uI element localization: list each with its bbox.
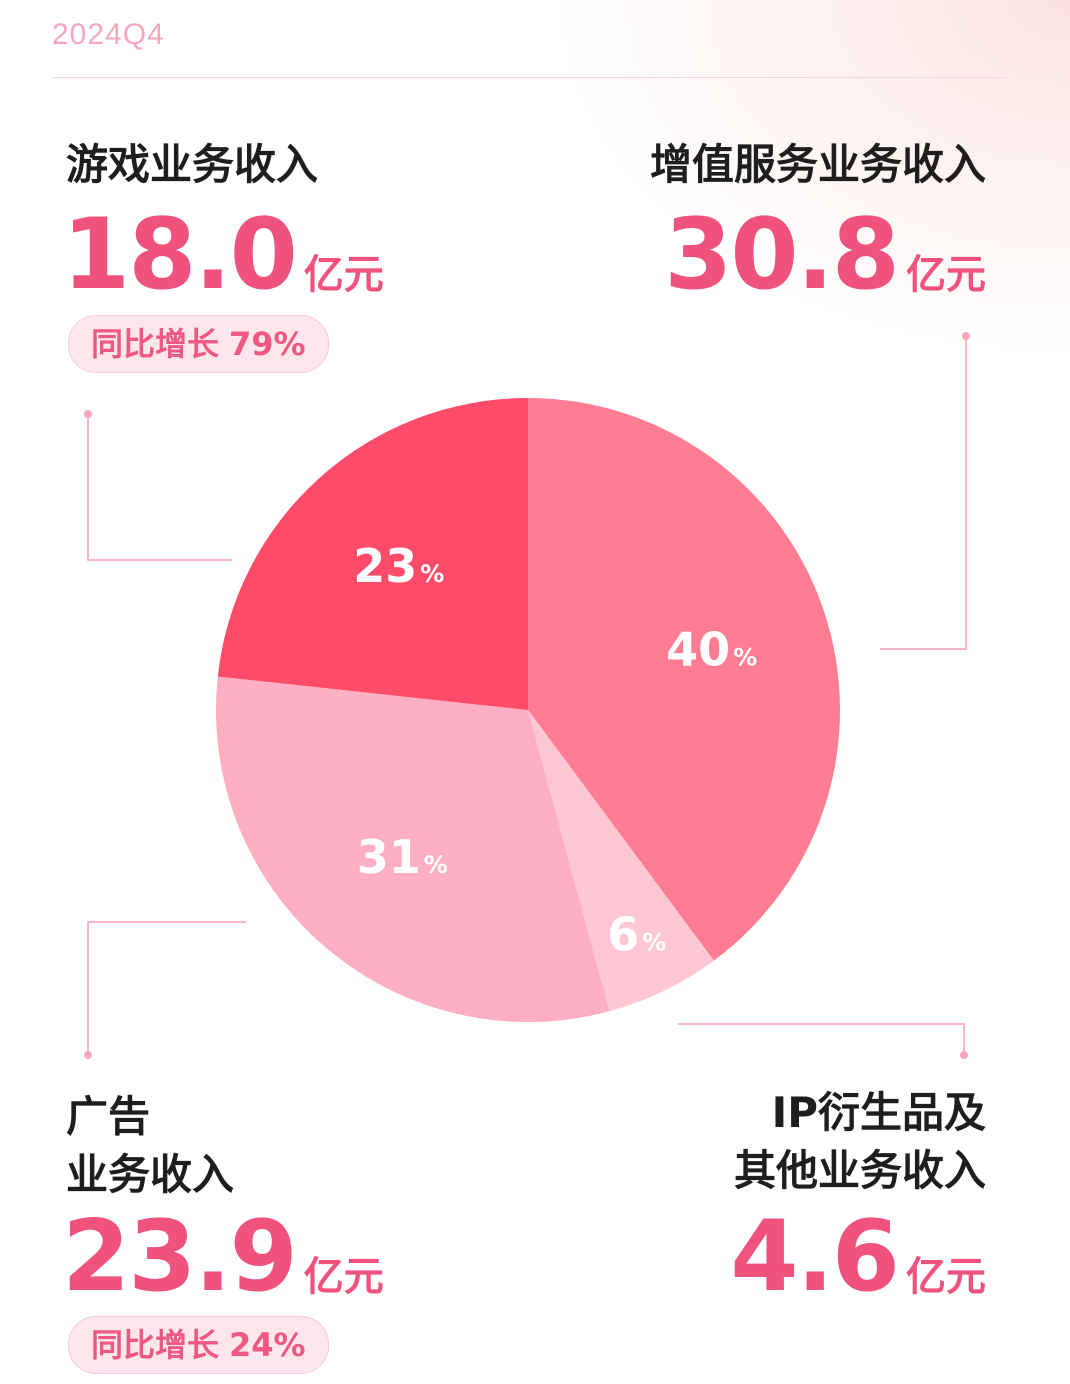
leader-line-games (87, 414, 232, 561)
leader-dot-vas (962, 332, 970, 340)
ip-label: IP衍生品及 其他业务收入 (734, 1084, 986, 1200)
leader-line-ads (87, 921, 246, 1055)
pie-label-ads: 31% (357, 830, 448, 884)
games-revenue-value: 18.0 (62, 198, 298, 312)
pie-slice-vas (528, 398, 840, 961)
games-revenue-unit: 亿元 (303, 252, 384, 298)
pie-slice-games (217, 398, 528, 710)
ads-revenue-value: 23.9 (62, 1200, 298, 1314)
pie-label-games: 23% (353, 539, 444, 593)
vas-revenue: 30.8 亿元 (664, 198, 986, 312)
period-label: 2024Q4 (52, 18, 165, 51)
vas-label: 增值服务业务收入 (650, 136, 986, 194)
ads-growth-value: 24% (229, 1326, 306, 1364)
ads-growth-badge: 同比增长 24% (68, 1316, 329, 1374)
header-divider (52, 77, 1006, 78)
vas-revenue-value: 30.8 (664, 198, 900, 312)
leader-dot-ip (960, 1051, 968, 1059)
ip-label-line-1: IP衍生品及 (771, 1088, 986, 1137)
games-revenue: 18.0 亿元 (62, 198, 384, 312)
vas-revenue-unit: 亿元 (906, 252, 986, 298)
pie-label-ip: 6% (607, 908, 666, 962)
ip-revenue-unit: 亿元 (906, 1254, 986, 1300)
ads-label: 广告 业务收入 (66, 1088, 234, 1204)
vas-label-line: 增值服务业务收入 (649, 140, 986, 189)
games-growth-label: 同比增长 (91, 325, 220, 363)
ads-revenue-unit: 亿元 (303, 1254, 384, 1300)
ip-revenue-value: 4.6 (730, 1200, 900, 1314)
games-growth-value: 79% (229, 325, 306, 363)
pie-slice-ip (528, 710, 714, 1012)
pie-slice-ads (216, 676, 610, 1022)
games-label: 游戏业务收入 (66, 136, 318, 194)
leader-dot-ads (84, 1051, 92, 1059)
ads-revenue: 23.9 亿元 (62, 1200, 384, 1314)
ads-growth-label: 同比增长 (91, 1326, 220, 1364)
ip-label-line-2: 其他业务收入 (733, 1146, 986, 1195)
ads-label-line-1: 广告 (66, 1092, 151, 1141)
ip-revenue: 4.6 亿元 (730, 1200, 986, 1314)
games-label-line: 游戏业务收入 (66, 140, 319, 189)
leader-line-vas (880, 336, 967, 650)
ads-label-line-2: 业务收入 (66, 1150, 235, 1199)
pie-label-vas: 40% (666, 622, 757, 676)
leader-dot-games (84, 410, 92, 418)
games-growth-badge: 同比增长 79% (68, 315, 329, 373)
leader-line-ip (678, 1023, 965, 1055)
